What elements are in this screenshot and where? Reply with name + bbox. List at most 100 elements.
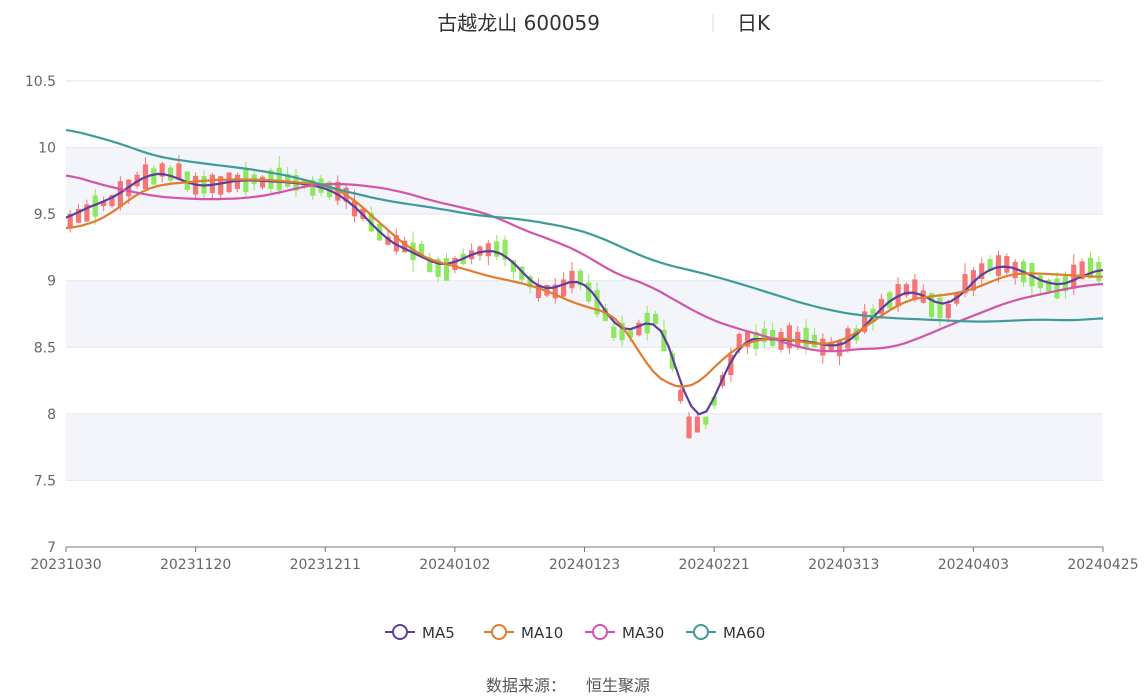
candle-body: [167, 167, 174, 181]
candle-body: [962, 274, 968, 294]
candle-body: [285, 173, 291, 187]
x-tick-label: 20240425: [1067, 557, 1138, 573]
candle-body: [435, 259, 441, 277]
candle-body: [1004, 256, 1010, 273]
legend: MA5 MA10 MA30 MA60: [385, 624, 765, 642]
candle-body: [218, 176, 224, 195]
ma-line-ma60: [65, 129, 1104, 323]
candle-body: [410, 242, 416, 261]
candle-body: [945, 303, 951, 319]
candle-body: [903, 284, 910, 296]
candle-body: [928, 293, 935, 318]
candle-body: [987, 259, 993, 271]
legend-marker: [491, 624, 507, 640]
candle-body: [151, 168, 157, 185]
candle-body: [84, 204, 90, 222]
candle-body: [912, 279, 918, 300]
candle-body: [385, 236, 391, 245]
candle-body: [995, 255, 1002, 276]
candle-body: [786, 325, 792, 349]
y-tick-label: 8: [47, 407, 56, 423]
candle-body: [611, 326, 617, 338]
candle-body: [652, 313, 659, 325]
source-name: 恒生聚源: [586, 676, 650, 695]
grid-band: [66, 413, 1103, 481]
candle-body: [627, 330, 634, 338]
candle-body: [184, 171, 190, 190]
candle-body: [485, 243, 491, 257]
candle-body: [92, 195, 98, 217]
candle-body: [728, 354, 734, 376]
candle-body: [67, 213, 73, 229]
legend-label: MA5: [422, 624, 455, 642]
candle-body: [970, 270, 976, 291]
candle-body: [1046, 279, 1052, 292]
candle-body: [744, 332, 751, 347]
candle-body: [569, 270, 575, 289]
candle-body: [686, 416, 692, 439]
candle-body: [636, 322, 642, 336]
candle-body: [619, 322, 625, 341]
candle-body: [418, 244, 425, 256]
candle-body: [552, 284, 558, 299]
candle-body: [678, 389, 684, 402]
candle-body: [452, 257, 458, 271]
candle-body: [711, 396, 717, 406]
candle-body: [736, 333, 742, 348]
x-tick-label: 20240123: [549, 557, 620, 573]
legend-item-ma60[interactable]: MA60: [686, 624, 765, 642]
candle-body: [845, 328, 851, 349]
x-tick-label: 20231211: [290, 557, 361, 573]
candle-body: [351, 200, 358, 217]
candle-body: [836, 339, 843, 357]
candle-body: [109, 195, 115, 207]
legend-item-ma10[interactable]: MA10: [484, 624, 563, 642]
axis-layer: 7 7.5 8 8.5 9 9.5 10 10.5 20231030 20231120 202312…: [25, 74, 1139, 573]
candle-body: [535, 284, 542, 299]
candle-body: [594, 289, 600, 315]
x-tick-label: 20231120: [160, 557, 231, 573]
candle-body: [477, 246, 483, 256]
candle-body: [937, 297, 943, 319]
candle-body: [527, 276, 533, 288]
y-tick-label: 9: [47, 274, 56, 290]
candle-body: [402, 240, 408, 253]
candle-body: [310, 179, 316, 196]
candle-body: [519, 266, 525, 280]
x-tick-label: 20240313: [808, 557, 879, 573]
candle-body: [561, 279, 567, 297]
legend-item-ma30[interactable]: MA30: [585, 624, 664, 642]
y-tick-label: 9.5: [34, 207, 56, 223]
candle-body: [1012, 261, 1018, 279]
y-tick-label: 7.5: [34, 473, 56, 489]
candle-body: [577, 270, 583, 286]
candle-body: [602, 308, 608, 321]
candle-body: [1054, 278, 1060, 299]
legend-marker: [392, 624, 408, 640]
ma-line-ma30: [65, 174, 1104, 353]
legend-item-ma5[interactable]: MA5: [385, 624, 455, 642]
candle-body: [661, 329, 667, 352]
ma-line-ma5: [65, 172, 1104, 416]
y-tick-label: 10: [38, 141, 56, 157]
candle-body: [1087, 257, 1094, 279]
candle-body: [703, 416, 709, 425]
candle-body: [694, 416, 700, 433]
ma-line-ma10: [65, 178, 1104, 388]
source-label: 数据来源：: [486, 676, 566, 695]
x-tick-label: 20240102: [419, 557, 490, 573]
ma-layer: [65, 129, 1104, 416]
y-tick-label: 10.5: [25, 74, 56, 90]
legend-marker: [693, 624, 709, 640]
candle-body: [803, 327, 809, 348]
chart-period-text[interactable]: 日K: [737, 11, 771, 35]
candle-body: [1079, 261, 1085, 280]
candle-body: [820, 338, 826, 356]
candle-body: [586, 282, 592, 302]
candle-body: [159, 163, 165, 177]
candle-body: [669, 353, 675, 369]
candle-body: [75, 209, 82, 223]
legend-marker: [592, 624, 608, 640]
x-tick-label: 20240221: [678, 557, 749, 573]
